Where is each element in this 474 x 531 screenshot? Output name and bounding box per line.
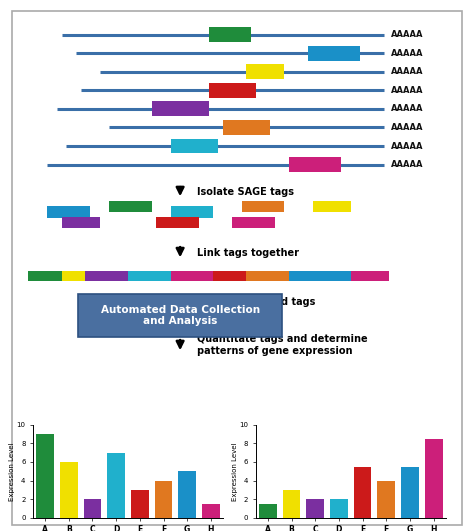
FancyBboxPatch shape (152, 101, 209, 116)
Bar (377, 481, 395, 518)
Bar (178, 472, 196, 518)
Text: AAAAA: AAAAA (391, 67, 424, 76)
FancyBboxPatch shape (209, 27, 251, 42)
FancyBboxPatch shape (308, 46, 360, 61)
Bar (202, 504, 220, 518)
Text: Sequence linked tags: Sequence linked tags (197, 297, 315, 306)
FancyBboxPatch shape (246, 271, 289, 281)
FancyBboxPatch shape (85, 271, 128, 281)
Bar (60, 462, 78, 518)
Text: Isolate SAGE tags: Isolate SAGE tags (197, 187, 294, 197)
Text: AAAAA: AAAAA (391, 86, 424, 95)
Bar (354, 467, 372, 518)
FancyBboxPatch shape (246, 64, 284, 79)
Y-axis label: Expression Level: Expression Level (232, 442, 238, 501)
FancyBboxPatch shape (128, 271, 171, 281)
FancyBboxPatch shape (289, 271, 351, 281)
Bar (131, 490, 149, 518)
Text: AAAAA: AAAAA (391, 105, 424, 113)
FancyBboxPatch shape (171, 271, 213, 281)
FancyBboxPatch shape (313, 201, 351, 212)
Y-axis label: Expression Level: Expression Level (9, 442, 15, 501)
FancyBboxPatch shape (47, 206, 90, 218)
Bar (155, 481, 173, 518)
Bar (107, 452, 125, 518)
Text: AAAAA: AAAAA (391, 142, 424, 150)
Bar (36, 434, 54, 518)
Text: AAAAA: AAAAA (391, 49, 424, 57)
Text: AAAAA: AAAAA (391, 30, 424, 39)
FancyBboxPatch shape (156, 217, 199, 228)
FancyBboxPatch shape (171, 139, 218, 153)
Bar (83, 499, 101, 518)
FancyBboxPatch shape (223, 120, 270, 135)
Text: AAAAA: AAAAA (391, 123, 424, 132)
Text: Quantitate tags and determine
patterns of gene expression: Quantitate tags and determine patterns o… (197, 335, 367, 356)
Text: Automated Data Collection
and Analysis: Automated Data Collection and Analysis (100, 305, 260, 326)
FancyBboxPatch shape (109, 201, 152, 212)
FancyBboxPatch shape (171, 206, 213, 218)
Bar (259, 504, 277, 518)
FancyBboxPatch shape (289, 157, 341, 172)
FancyBboxPatch shape (12, 11, 462, 525)
FancyBboxPatch shape (62, 271, 85, 281)
FancyBboxPatch shape (232, 217, 275, 228)
Bar (425, 439, 443, 518)
Text: Link tags together: Link tags together (197, 248, 299, 258)
Bar (330, 499, 348, 518)
Bar (401, 467, 419, 518)
Bar (283, 490, 301, 518)
Text: AAAAA: AAAAA (391, 160, 424, 169)
FancyBboxPatch shape (209, 83, 256, 98)
FancyBboxPatch shape (78, 294, 282, 337)
FancyBboxPatch shape (351, 271, 389, 281)
FancyBboxPatch shape (213, 271, 246, 281)
FancyBboxPatch shape (28, 271, 62, 281)
FancyBboxPatch shape (242, 201, 284, 212)
FancyBboxPatch shape (62, 217, 100, 228)
Bar (306, 499, 324, 518)
